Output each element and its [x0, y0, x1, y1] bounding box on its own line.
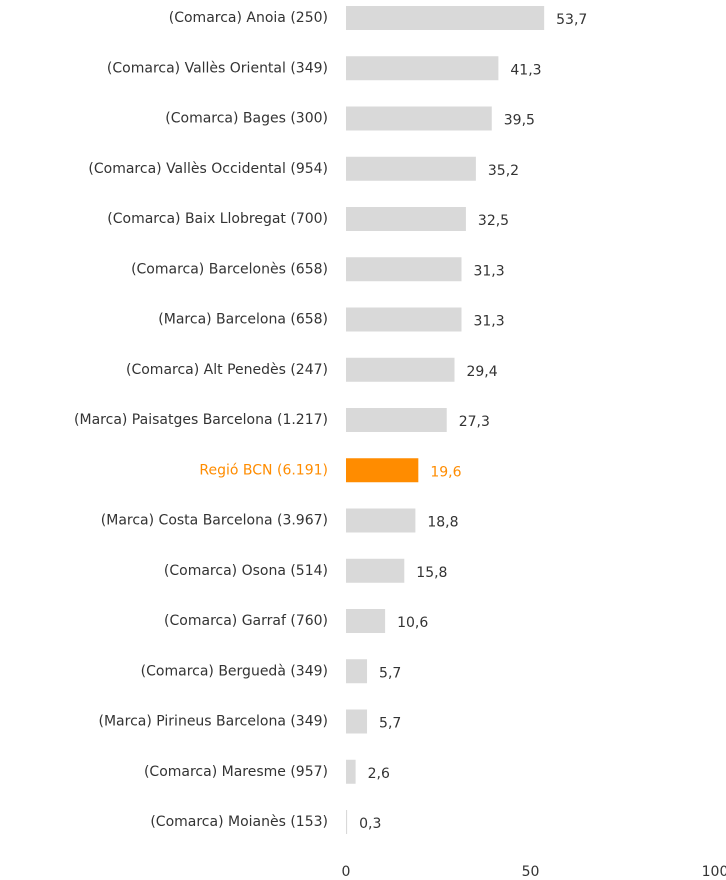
y-tick-label: (Comarca) Berguedà (349) [141, 663, 328, 679]
x-tick-label: 50 [522, 864, 540, 880]
bar [346, 56, 499, 81]
value-label: 35,2 [488, 163, 519, 179]
y-tick-label: (Comarca) Vallès Oriental (349) [107, 60, 328, 76]
bar [346, 207, 466, 231]
y-tick-label: (Comarca) Osona (514) [164, 563, 328, 579]
value-label: 18,8 [427, 515, 458, 531]
y-tick-label: (Comarca) Baix Llobregat (700) [107, 211, 328, 227]
value-label: 15,8 [416, 565, 447, 581]
value-label: 31,3 [473, 263, 504, 279]
y-tick-label: (Comarca) Garraf (760) [164, 613, 328, 629]
y-tick-label: (Marca) Paisatges Barcelona (1.217) [74, 412, 328, 428]
y-tick-label: (Marca) Costa Barcelona (3.967) [101, 513, 328, 529]
y-tick-label: (Comarca) Vallès Occidental (954) [88, 161, 328, 177]
value-label: 0,3 [359, 816, 381, 832]
bar [346, 659, 368, 684]
value-label: 53,7 [556, 12, 587, 28]
bar [346, 609, 386, 633]
bar [346, 257, 462, 282]
bar [346, 558, 405, 583]
bar [346, 307, 462, 332]
x-tick-label: 0 [342, 864, 351, 880]
value-label: 5,7 [379, 716, 401, 732]
y-tick-label: (Comarca) Barcelonès (658) [131, 261, 328, 277]
y-tick-label: (Marca) Pirineus Barcelona (349) [99, 714, 328, 730]
y-tick-label: (Comarca) Anoia (250) [169, 10, 328, 26]
value-label: 39,5 [504, 113, 535, 129]
bar [346, 106, 492, 131]
value-label: 31,3 [473, 314, 504, 330]
bar [346, 6, 545, 30]
y-tick-label: (Marca) Barcelona (658) [158, 312, 328, 328]
value-label: 5,7 [379, 665, 401, 681]
value-label: 2,6 [368, 766, 390, 782]
bar [346, 357, 455, 382]
value-label: 10,6 [397, 615, 428, 631]
bar [346, 458, 419, 483]
y-tick-label: (Comarca) Alt Penedès (247) [126, 362, 328, 378]
y-tick-label: (Comarca) Moianès (153) [150, 814, 328, 830]
y-tick-label: Regió BCN (6.191) [199, 462, 328, 478]
bar [346, 408, 447, 432]
bar [346, 156, 476, 181]
bar [346, 709, 368, 734]
bar [346, 508, 416, 533]
bar [346, 759, 356, 784]
value-label: 41,3 [510, 62, 541, 78]
y-tick-label: (Comarca) Maresme (957) [144, 764, 328, 780]
value-label: 27,3 [459, 414, 490, 430]
y-tick-label: (Comarca) Bages (300) [165, 111, 328, 127]
value-label: 29,4 [466, 364, 497, 380]
bar [346, 810, 348, 834]
value-label: 32,5 [478, 213, 509, 229]
value-label: 19,6 [430, 464, 461, 480]
x-tick-label: 100 [702, 864, 726, 880]
